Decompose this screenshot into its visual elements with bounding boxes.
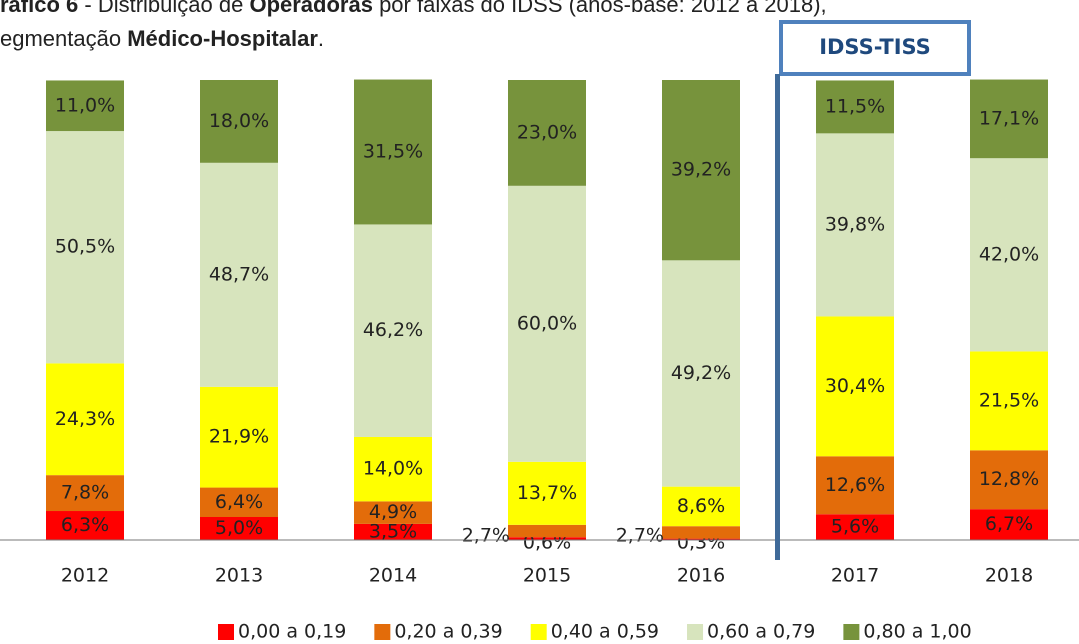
bar-segment (200, 487, 278, 517)
data-label: 21,9% (209, 426, 269, 448)
data-label: 23,0% (517, 121, 577, 143)
bar-segment (816, 133, 894, 317)
data-label: 39,2% (671, 159, 731, 181)
legend-label: 0,20 a 0,39 (394, 621, 502, 643)
bar-segment (662, 538, 740, 540)
legend-swatch (687, 624, 704, 640)
data-label: 46,2% (363, 319, 423, 341)
data-label: 4,9% (369, 501, 417, 523)
subtitle-part: Médico-Hospitalar (127, 26, 318, 51)
title-part: Operadoras (249, 0, 373, 17)
bar-segment (662, 526, 740, 539)
data-label: 30,4% (825, 375, 885, 397)
bar-segment (46, 511, 124, 540)
chart-title: ráfico 6 - Distribuição de Operadoras po… (0, 0, 827, 17)
subtitle-part: egmentação (0, 26, 127, 51)
bar-segment (200, 162, 278, 387)
data-label: 21,5% (979, 389, 1039, 411)
bar-segment (508, 537, 586, 540)
x-tick-label: 2012 (61, 565, 109, 587)
data-label: 24,3% (55, 408, 115, 430)
data-label: 2,7% (462, 525, 510, 547)
data-label: 12,6% (825, 474, 885, 496)
data-label: 2,7% (616, 525, 664, 547)
bar-segment (354, 436, 432, 502)
data-label: 7,8% (61, 482, 109, 504)
x-tick-label: 2014 (369, 565, 417, 587)
bar-segment (508, 461, 586, 525)
bar-segment (200, 386, 278, 488)
data-label: 11,5% (825, 95, 885, 117)
data-label: 11,0% (55, 94, 115, 116)
legend-swatch (843, 624, 860, 640)
data-label: 31,5% (363, 140, 423, 162)
data-label: 12,8% (979, 468, 1039, 490)
legend-swatch (218, 624, 234, 640)
bar-segment (354, 79, 432, 225)
bar-segment (970, 351, 1048, 451)
bar-segment (662, 80, 740, 261)
bar-segment (970, 509, 1048, 540)
x-tick-label: 2017 (831, 565, 879, 587)
data-label: 8,6% (677, 495, 725, 517)
bar-segment (816, 316, 894, 457)
bar-segment (970, 450, 1048, 510)
title-part: - Distribuição de (78, 0, 249, 17)
bar-segment (354, 501, 432, 524)
data-label: 5,6% (831, 516, 879, 538)
chart-subtitle: egmentação Médico-Hospitalar. (0, 26, 324, 51)
bar-segment (46, 363, 124, 476)
bar-segment (200, 80, 278, 163)
subtitle-part: . (318, 26, 324, 51)
title-part: por faixas do IDSS (anos-base: 2012 a 20… (373, 0, 827, 17)
bar-segment (46, 475, 124, 512)
legend-label: 0,40 a 0,59 (551, 621, 659, 643)
legend-label: 0,80 a 1,00 (863, 621, 971, 643)
data-label: 18,0% (209, 110, 269, 132)
x-tick-label: 2015 (523, 565, 571, 587)
bar-segment (662, 486, 740, 527)
data-label: 6,4% (215, 491, 263, 513)
data-label: 48,7% (209, 263, 269, 285)
bar-segment (508, 185, 586, 462)
data-label: 17,1% (979, 107, 1039, 129)
bar-segment (816, 456, 894, 515)
x-tick-label: 2018 (985, 565, 1033, 587)
bar-segment (816, 514, 894, 540)
data-label: 50,5% (55, 236, 115, 258)
data-label: 14,0% (363, 458, 423, 480)
annotation: IDSS-TISS (819, 35, 931, 59)
bar-segment (508, 524, 586, 538)
data-label: 49,2% (671, 362, 731, 384)
legend-swatch (530, 624, 547, 640)
bar-segment (354, 224, 432, 437)
bar-segment (508, 80, 586, 186)
annotation-box (779, 20, 971, 76)
bar-segment (970, 158, 1048, 352)
data-label: 42,0% (979, 243, 1039, 265)
bar-segment (46, 131, 124, 364)
legend-label: 0,60 a 0,79 (707, 621, 815, 643)
bar-segment (816, 80, 894, 134)
data-label: 6,7% (985, 513, 1033, 535)
data-label: 3,5% (369, 520, 417, 542)
legend-label: 0,00 a 0,19 (238, 621, 346, 643)
data-label: 5,0% (215, 517, 263, 539)
data-label: 60,0% (517, 312, 577, 334)
bar-segment (662, 260, 740, 487)
x-tick-label: 2013 (215, 565, 263, 587)
bar-segment (46, 80, 124, 132)
data-label: 39,8% (825, 213, 885, 235)
data-label: 6,3% (61, 514, 109, 536)
bar-segment (970, 79, 1048, 159)
data-label: 13,7% (517, 482, 577, 504)
bar-segment (354, 523, 432, 540)
bar-segment (200, 517, 278, 540)
legend-swatch (374, 624, 391, 640)
x-tick-label: 2016 (677, 565, 725, 587)
title-part: ráfico 6 (0, 0, 78, 17)
